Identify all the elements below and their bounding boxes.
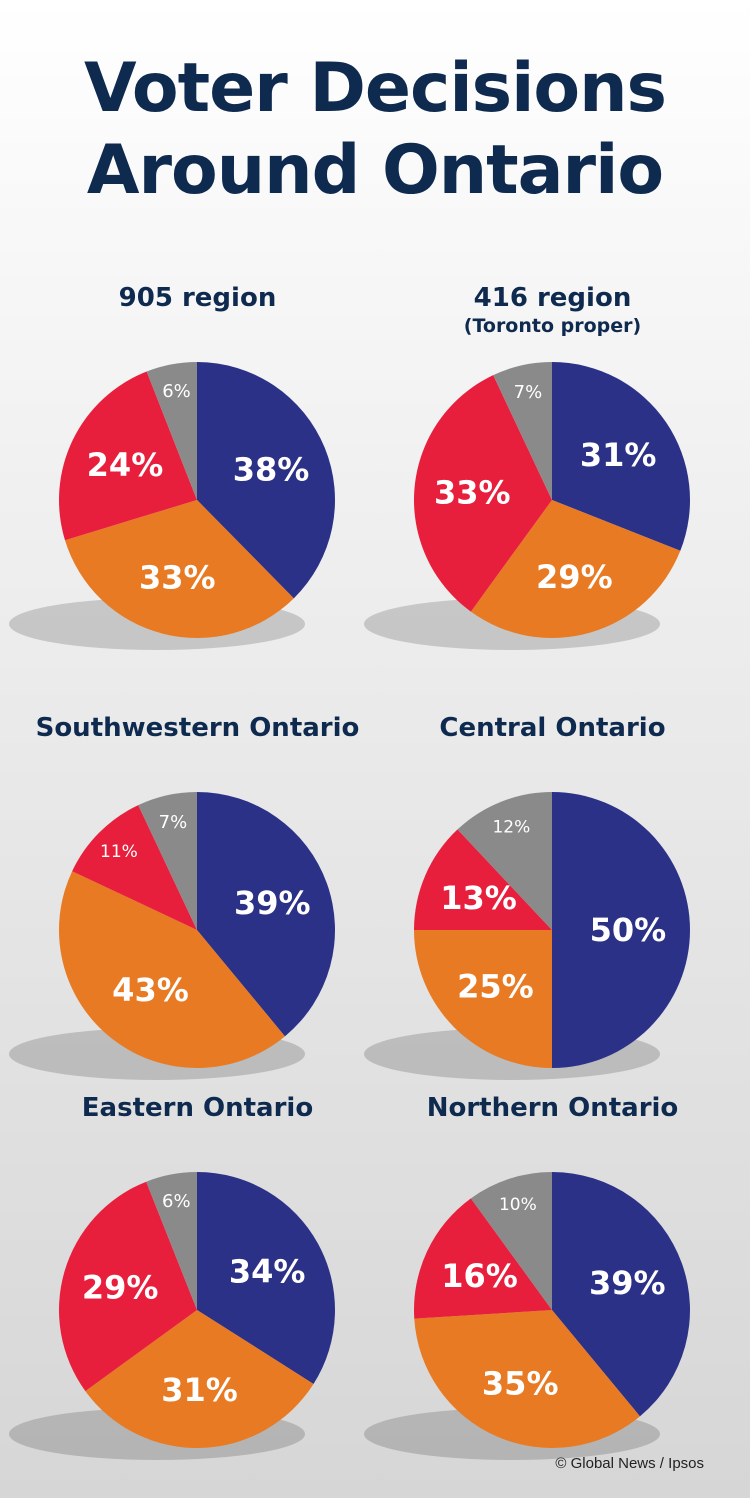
pie-slice-orange [85,1310,314,1448]
pie-slice-blue [552,792,690,1068]
pie-data-label: 6% [162,381,191,402]
pie-data-label: 29% [536,558,613,596]
pie-slice-gray [457,792,552,930]
pie-data-label: 29% [82,1269,159,1307]
page-title-line-1: Voter Decisions [83,49,667,128]
pie-data-label: 33% [139,559,216,597]
pie-panel-southwestern-ontario: Southwestern Ontario 39% 43% 11% 7% [9,705,385,1085]
pie-slice-gray [470,1172,552,1310]
pie-slice-gray [138,792,197,930]
pie-slice-orange [414,1310,640,1448]
page-title-line-2: Around Ontario [86,131,664,210]
pie-data-label: 39% [589,1264,666,1302]
pie-slice-orange [64,500,294,638]
pie-slice-blue [552,362,690,551]
pie-chart-905-region: 38% 33% 24% 6% [9,362,335,650]
pie-data-label: 33% [434,473,511,511]
pie-chart-southwestern-ontario: 39% 43% 11% 7% [9,792,336,1080]
pie-slice-gray [146,362,197,500]
pie-data-label: 6% [162,1191,191,1212]
pie-subtitle: (Toronto proper) [463,315,642,337]
pie-data-label: 31% [580,436,657,474]
pie-chart-central-ontario: 50% 25% 13% 12% [364,792,690,1080]
pie-data-label: 35% [482,1364,559,1402]
pie-slice-red [414,1198,552,1319]
pie-title: 905 region [118,283,277,313]
pie-panel-905-region: 905 region 38% 33% 24% 6% [9,275,385,655]
pie-data-label: 7% [514,382,543,403]
pie-title: 416 region [473,283,632,313]
pie-slice-orange [470,500,681,638]
pie-slice-orange [58,871,285,1068]
pie-title: Eastern Ontario [81,1093,314,1123]
pie-data-label: 38% [233,451,310,489]
pie-data-label: 7% [159,812,188,833]
pie-slice-red [58,1181,198,1392]
pie-data-label: 11% [100,842,138,862]
pie-data-label: 31% [161,1371,238,1409]
source-credit: © Global News / Ipsos [555,1455,704,1472]
pie-panel-416-region: 416 region (Toronto proper) 31% 29% 33% 7% [364,275,740,655]
pie-panel-northern-ontario: Northern Ontario 39% 35% 16% 10% [364,1085,740,1465]
pie-slice-blue [197,792,336,1037]
pie-data-label: 50% [590,911,667,949]
pie-data-label: 39% [234,884,311,922]
pie-slice-blue [197,1172,335,1384]
pie-title: Southwestern Ontario [35,713,360,743]
pie-data-label: 13% [440,879,517,917]
pie-data-label: 25% [457,968,534,1006]
pie-slice-red [414,829,552,930]
pie-chart-416-region: 31% 29% 33% 7% [364,362,690,650]
pie-slice-gray [146,1172,197,1310]
pie-data-label: 16% [441,1257,518,1295]
pie-chart-eastern-ontario: 34% 31% 29% 6% [9,1172,335,1460]
pie-data-label: 10% [499,1195,537,1215]
pie-title: Central Ontario [439,713,666,743]
pie-data-label: 12% [492,817,530,837]
pie-data-label: 43% [112,971,189,1009]
pie-data-label: 34% [229,1252,306,1290]
pie-chart-northern-ontario: 39% 35% 16% 10% [364,1172,690,1460]
pie-data-label: 24% [87,446,164,484]
page-title: Voter Decisions Around Ontario [0,48,750,212]
pie-slice-red [414,375,552,612]
pie-slice-orange [414,930,552,1068]
pie-slice-red [58,371,197,541]
pie-title: Northern Ontario [426,1093,679,1123]
pie-slice-red [72,805,197,930]
pie-slice-blue [552,1172,690,1417]
pie-panel-central-ontario: Central Ontario 50% 25% 13% 12% [364,705,740,1085]
pie-panel-eastern-ontario: Eastern Ontario 34% 31% 29% 6% [9,1085,385,1465]
pie-slice-blue [197,362,335,599]
pie-slice-gray [493,362,552,500]
